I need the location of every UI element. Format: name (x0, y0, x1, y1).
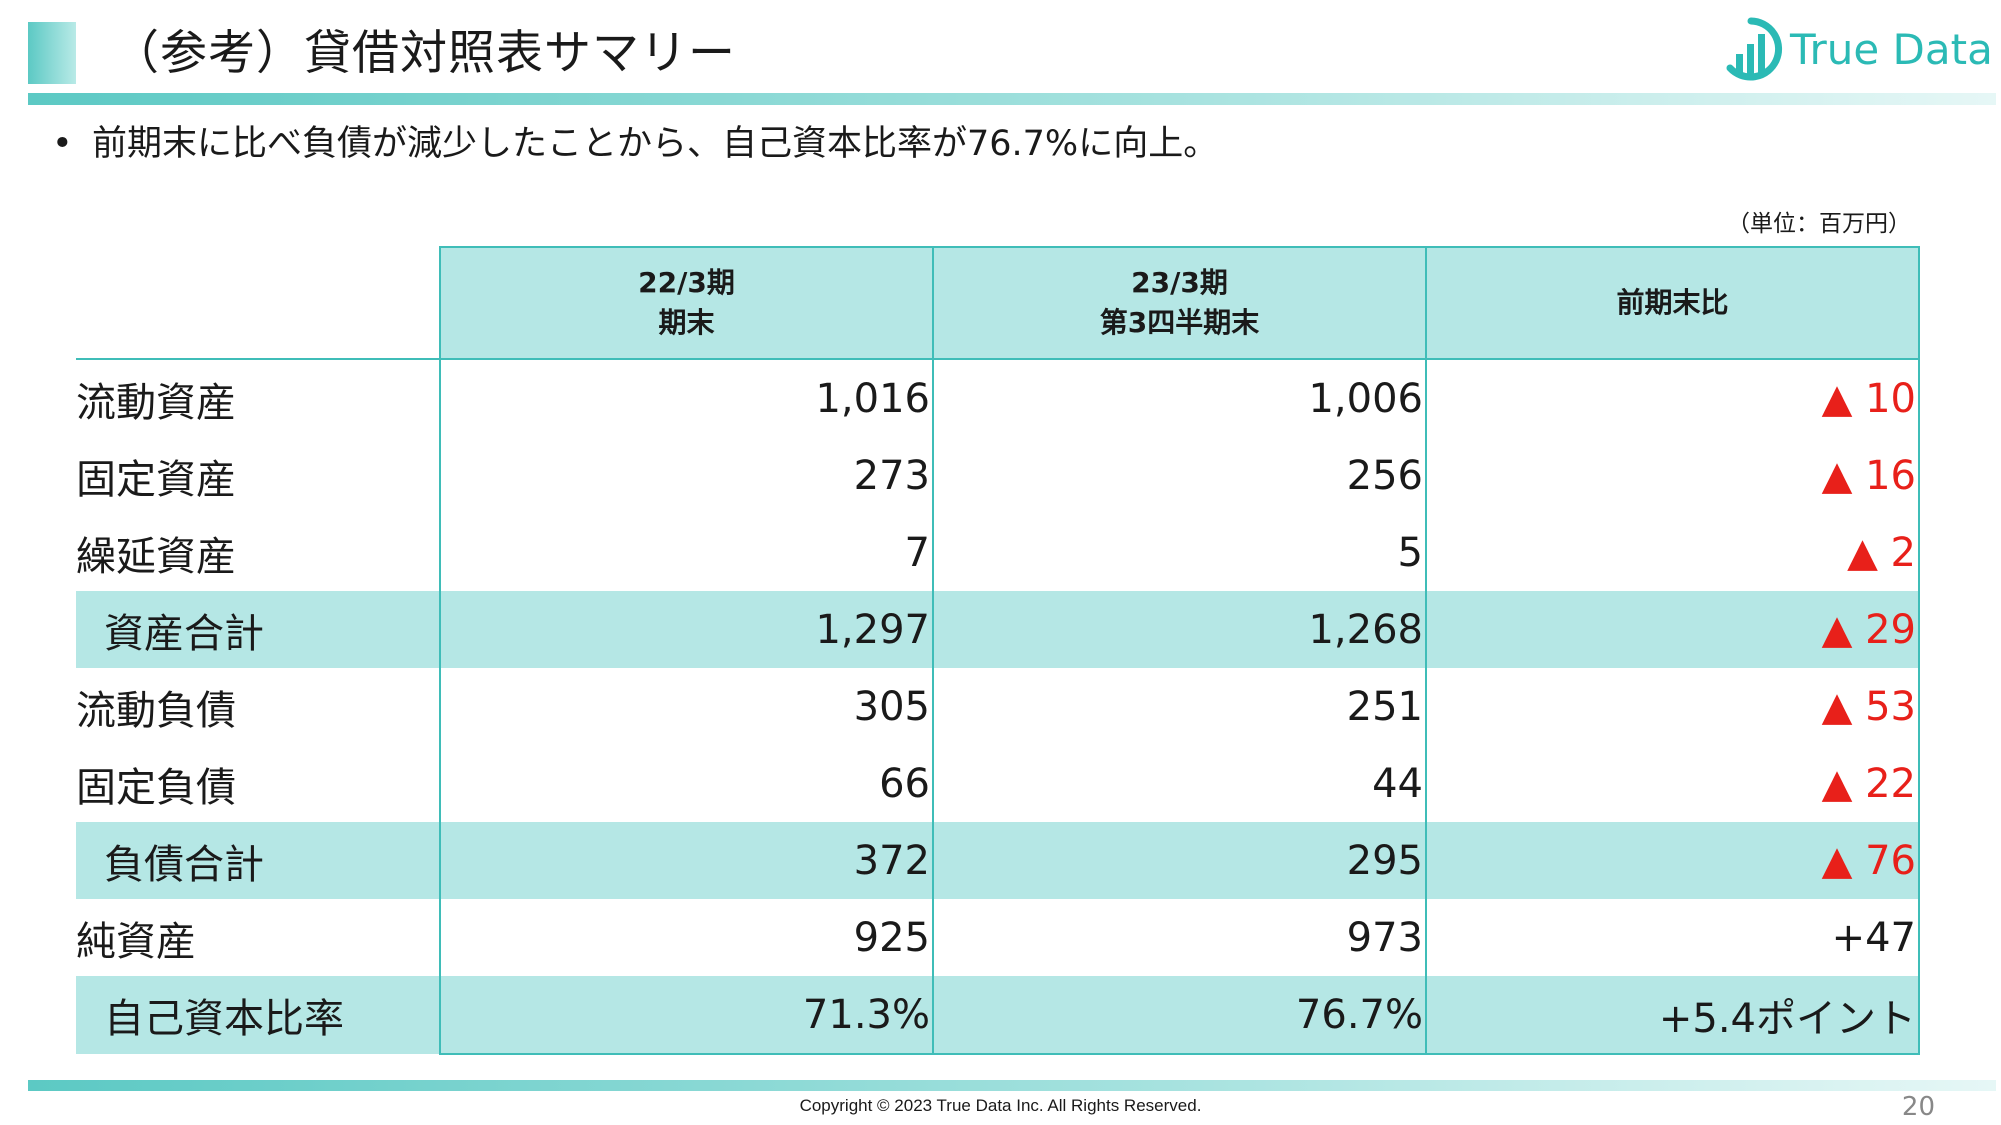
footer-line (28, 1080, 1996, 1091)
table-row: 流動負債 305 251 ▲ 53 (76, 668, 1920, 745)
value-prev: 71.3% (439, 976, 934, 1055)
table-row-total: 資産合計 1,297 1,268 ▲ 29 (76, 591, 1920, 668)
value-current: 1,268 (932, 591, 1427, 668)
table-row: 固定資産 273 256 ▲ 16 (76, 437, 1920, 514)
value-prev: 1,016 (439, 359, 934, 437)
value-current: 76.7% (932, 976, 1427, 1055)
summary-bullet: • 前期末に比べ負債が減少したことから、自己資本比率が76.7%に向上。 (52, 118, 1218, 170)
header-prev-period: 22/3期 期末 (439, 246, 934, 360)
bar-chart-logo-icon (1726, 17, 1783, 81)
header-line: 第3四半期末 (1099, 306, 1260, 339)
table-row: 純資産 925 973 +47 (76, 899, 1920, 976)
row-label: 流動資産 (76, 359, 441, 437)
value-change: +5.4ポイント (1425, 976, 1920, 1055)
page-number: 20 (1901, 1092, 1935, 1122)
value-change: ▲ 53 (1425, 668, 1920, 745)
row-label: 純資産 (76, 899, 441, 976)
bullet-text: 前期末に比べ負債が減少したことから、自己資本比率が76.7%に向上。 (92, 124, 1219, 164)
logo-text: True Data (1790, 24, 1993, 74)
value-prev: 372 (439, 822, 934, 899)
value-change: ▲ 22 (1425, 745, 1920, 822)
balance-sheet-table: 22/3期 期末 23/3期 第3四半期末 前期末比 流動資産 1,016 1,… (76, 246, 1920, 1055)
page-title: （参考）貸借対照表サマリー (112, 26, 736, 81)
value-change: +47 (1425, 899, 1920, 976)
row-label: 資産合計 (76, 591, 441, 668)
row-label: 自己資本比率 (76, 976, 441, 1054)
row-label: 固定負債 (76, 745, 441, 822)
row-label: 負債合計 (76, 822, 441, 899)
company-logo: True Data (1718, 16, 1993, 82)
title-underline (28, 93, 1996, 105)
table-header-row: 22/3期 期末 23/3期 第3四半期末 前期末比 (76, 246, 1920, 360)
value-change: ▲ 29 (1425, 591, 1920, 668)
row-label: 繰延資産 (76, 514, 441, 591)
bullet-dot: • (52, 124, 73, 164)
value-current: 973 (932, 899, 1427, 976)
table-row-total: 負債合計 372 295 ▲ 76 (76, 822, 1920, 899)
value-current: 44 (932, 745, 1427, 822)
value-current: 295 (932, 822, 1427, 899)
header-line: 22/3期 (638, 266, 735, 299)
value-prev: 7 (439, 514, 934, 591)
row-label: 流動負債 (76, 668, 441, 745)
value-prev: 1,297 (439, 591, 934, 668)
header-line: 23/3期 (1131, 266, 1228, 299)
copyright: Copyright © 2023 True Data Inc. All Righ… (799, 1096, 1202, 1115)
value-current: 5 (932, 514, 1427, 591)
value-prev: 66 (439, 745, 934, 822)
header-line: 前期末比 (1616, 286, 1729, 319)
value-prev: 925 (439, 899, 934, 976)
unit-label: （単位：百万円） (1727, 211, 1911, 237)
value-prev: 305 (439, 668, 934, 745)
table-row-ratio: 自己資本比率 71.3% 76.7% +5.4ポイント (76, 976, 1920, 1055)
header-line: 期末 (658, 306, 715, 339)
row-label: 固定資産 (76, 437, 441, 514)
header-blank (76, 247, 440, 360)
header-current-period: 23/3期 第3四半期末 (932, 246, 1427, 360)
title-accent-block (28, 22, 76, 84)
value-change: ▲ 76 (1425, 822, 1920, 899)
table-row: 固定負債 66 44 ▲ 22 (76, 745, 1920, 822)
value-change: ▲ 16 (1425, 437, 1920, 514)
value-change: ▲ 2 (1425, 514, 1920, 591)
table-row: 流動資産 1,016 1,006 ▲ 10 (76, 359, 1920, 437)
value-prev: 273 (439, 437, 934, 514)
table-row: 繰延資産 7 5 ▲ 2 (76, 514, 1920, 591)
value-current: 1,006 (932, 359, 1427, 437)
header-change: 前期末比 (1425, 246, 1920, 360)
value-current: 256 (932, 437, 1427, 514)
value-current: 251 (932, 668, 1427, 745)
value-change: ▲ 10 (1425, 359, 1920, 437)
